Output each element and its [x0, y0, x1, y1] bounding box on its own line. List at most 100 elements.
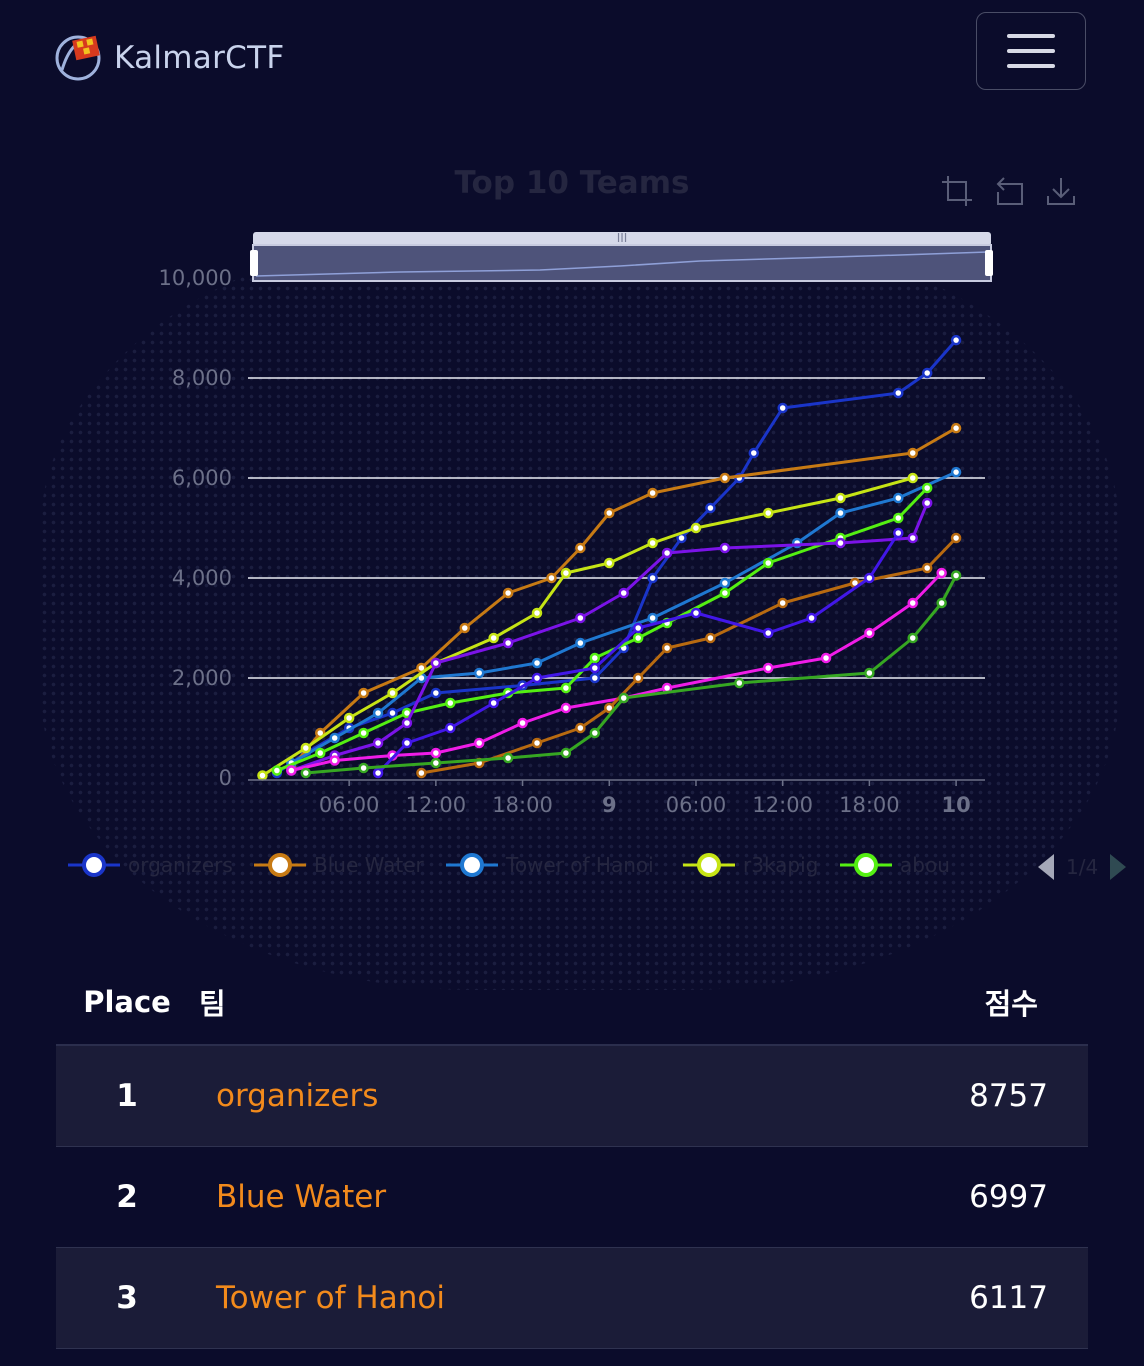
series-point — [719, 577, 731, 589]
y-tick-label: 10,000 — [159, 266, 232, 290]
row-place: 1 — [116, 1077, 138, 1114]
series-point — [632, 632, 644, 644]
series-point — [358, 687, 369, 699]
chart-legend: 1/4 organizers Blue Water Tower of Hanoi r3… — [68, 850, 1127, 882]
top-teams-chart: Top 10 Teams III 0 2,000 4,000 6,000 8,000 10… — [0, 150, 1144, 910]
series-point — [430, 687, 442, 699]
series-point — [762, 662, 774, 674]
series-point — [907, 597, 918, 609]
series-point — [575, 612, 586, 624]
series-team-9 — [372, 527, 904, 779]
series-point — [690, 607, 702, 619]
legend-prev-icon[interactable] — [1036, 852, 1056, 882]
series-point — [907, 532, 918, 544]
series-point — [343, 712, 355, 724]
series-point — [271, 765, 283, 776]
team-link[interactable]: organizers — [216, 1077, 379, 1114]
series-point — [416, 767, 427, 779]
data-zoom-right-handle — [985, 250, 993, 276]
legend-item[interactable]: r3kapig — [683, 850, 818, 880]
series-point — [387, 707, 398, 719]
series-team-10 — [300, 570, 962, 779]
series-point — [589, 662, 601, 674]
legend-symbol-icon — [840, 853, 892, 877]
row-score: 6117 — [969, 1279, 1048, 1316]
legend-item[interactable]: abou — [840, 850, 950, 880]
chart-plot: III 0 2,000 4,000 6,000 8,000 10,000 06:00 12:0… — [159, 231, 993, 817]
series-point — [257, 770, 268, 781]
legend-item[interactable]: organizers — [68, 850, 233, 880]
x-tick-label: 9 — [602, 793, 617, 817]
series-line — [276, 486, 929, 772]
series-point — [430, 657, 442, 669]
series-point — [893, 527, 904, 539]
series-point — [531, 737, 543, 749]
column-header-place: Place — [56, 960, 198, 1046]
series-point — [835, 537, 846, 549]
series-point — [459, 622, 471, 634]
download-icon[interactable] — [1044, 174, 1078, 208]
chart-toolbox — [940, 174, 1078, 208]
y-tick-label: 4,000 — [172, 566, 232, 590]
series-point — [488, 632, 499, 644]
chart-axes: 0 2,000 4,000 6,000 8,000 10,000 06:00 12:00 18:… — [159, 266, 985, 817]
series-point — [893, 387, 904, 399]
data-zoom-slider: III — [250, 231, 993, 282]
hamburger-icon-bar — [1007, 64, 1055, 68]
table-row: 2 Blue Water 6997 — [56, 1146, 1088, 1247]
y-tick-label: 0 — [219, 766, 232, 790]
legend-label: organizers — [128, 853, 233, 877]
team-link[interactable]: Blue Water — [216, 1178, 387, 1215]
series-point — [531, 657, 543, 669]
series-point — [936, 567, 947, 579]
series-point — [907, 447, 918, 459]
legend-item[interactable]: Tower of Hanoi — [446, 850, 654, 880]
series-point — [372, 707, 384, 719]
table-row: 3 Tower of Hanoi 6117 — [56, 1247, 1088, 1348]
menu-toggle-button[interactable] — [976, 12, 1086, 90]
series-point — [762, 627, 774, 639]
series-point — [315, 747, 326, 759]
navbar: KalmarCTF — [0, 0, 1144, 110]
zoom-select-icon[interactable] — [940, 174, 974, 208]
series-point — [618, 692, 629, 704]
series-point — [777, 402, 788, 414]
series-point — [329, 755, 340, 766]
brand-link[interactable]: KalmarCTF — [54, 30, 284, 86]
series-point — [893, 492, 904, 504]
y-tick-label: 8,000 — [172, 366, 232, 390]
legend-label: abou — [900, 853, 950, 877]
series-point — [690, 522, 702, 534]
series-point — [372, 767, 384, 779]
team-link[interactable]: Tower of Hanoi — [216, 1279, 445, 1316]
series-point — [705, 502, 716, 514]
row-score: 8757 — [969, 1077, 1048, 1114]
series-point — [647, 612, 658, 624]
series-point — [575, 542, 586, 554]
legend-symbol-icon — [683, 853, 735, 877]
series-point — [372, 737, 384, 749]
series-point — [893, 512, 904, 524]
series-point — [329, 732, 340, 744]
series-point — [835, 492, 846, 504]
series-point — [762, 507, 774, 519]
legend-item[interactable]: Blue Water — [254, 850, 424, 880]
table-header-row: Place 팀 점수 — [56, 960, 1088, 1046]
x-tick-label: 10 — [941, 793, 970, 817]
zoom-reset-icon[interactable] — [992, 174, 1026, 208]
series-point — [401, 717, 413, 729]
series-point — [502, 752, 514, 764]
legend-page-indicator: 1/4 — [1066, 855, 1099, 879]
series-point — [286, 765, 297, 776]
legend-next-icon[interactable] — [1108, 852, 1128, 882]
x-tick-label: 18:00 — [492, 793, 553, 817]
series-point — [502, 587, 514, 599]
scoreboard-table: Place 팀 점수 1 organizers 8757 2 Blue Wate… — [56, 960, 1088, 1349]
series-point — [748, 447, 760, 459]
series-point — [950, 422, 962, 434]
chart-grid — [248, 377, 985, 679]
data-zoom-handle-bar — [253, 232, 991, 246]
series-point — [618, 587, 629, 599]
series-point — [647, 572, 658, 584]
series-point — [864, 627, 875, 639]
